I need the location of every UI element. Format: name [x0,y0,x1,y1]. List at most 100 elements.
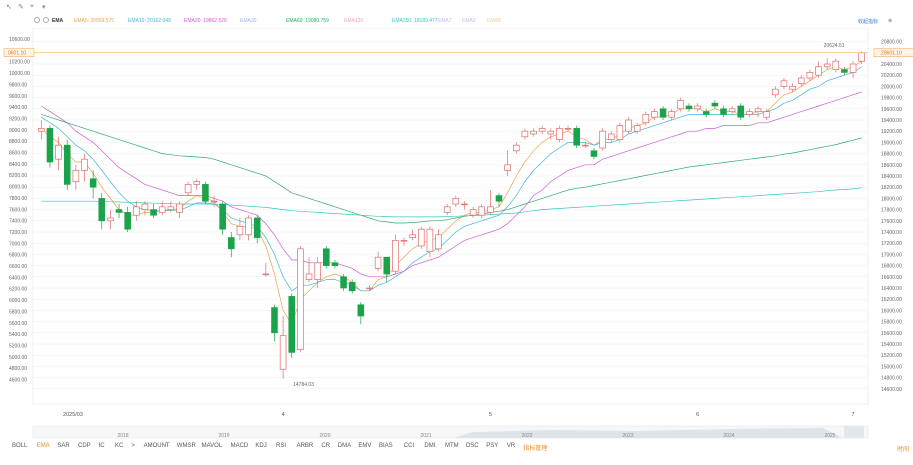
ema-legend-item[interactable]: EMA60: 19080.759 [286,18,329,24]
chevron-down-icon[interactable]: ▾ [42,4,46,11]
candle-body[interactable] [849,63,857,73]
candle-body[interactable] [599,130,606,149]
indicator-tab[interactable]: MAVOL [201,443,223,449]
indicator-tab[interactable]: KDJ [255,443,267,449]
candle-body[interactable] [737,105,745,118]
candle-body[interactable] [228,237,235,250]
candle-body[interactable] [668,111,675,118]
candle-body[interactable] [443,206,451,213]
candle-body[interactable] [461,203,468,206]
candle-body[interactable] [547,130,555,135]
ema-legend-item[interactable]: EMA120 [344,18,364,24]
candle-body[interactable] [400,240,408,242]
candle-body[interactable] [193,181,201,185]
candle-body[interactable] [288,296,296,353]
candle-body[interactable] [685,105,693,110]
candle-body[interactable] [530,130,537,135]
ema-legend-item[interactable]: EMA10: 20162.049 [128,18,171,24]
time-label[interactable]: 时间 [896,447,909,453]
candle-body[interactable] [374,256,382,269]
candle-body[interactable] [150,209,157,216]
candle-body[interactable] [81,158,88,171]
indicator-tab[interactable]: PSY [486,443,499,449]
cursor-tool-icon[interactable]: ↖ [6,4,12,11]
candle-body[interactable] [720,108,727,115]
candle-body[interactable] [711,102,719,107]
indicator-tab[interactable]: DMA [337,443,352,449]
measure-tool-icon[interactable]: ⌖ [30,3,34,10]
candle-body[interactable] [158,206,166,213]
candle-body[interactable] [469,209,477,216]
candle-body[interactable] [746,111,753,115]
candle-body[interactable] [98,198,106,222]
candle-body[interactable] [754,108,762,112]
settings-icon[interactable] [34,17,40,23]
candle-body[interactable] [340,276,347,289]
indicator-tab[interactable]: CCI [403,443,415,449]
indicator-tab[interactable]: AMOUNT [143,443,170,449]
candle-body[interactable] [262,273,270,276]
candle-body[interactable] [115,209,123,213]
candle-body[interactable] [832,60,840,70]
candle-body[interactable] [219,203,226,230]
candle-body[interactable] [426,228,434,252]
candle-body[interactable] [625,119,632,132]
ema-legend-item[interactable]: EMA5: 20559.575 [74,18,115,24]
candle-body[interactable] [521,130,529,138]
candle-body[interactable] [797,77,805,84]
ema-legend-item[interactable]: EMA250: 18189.477 [392,18,438,24]
candle-body[interactable] [702,111,710,115]
candle-body[interactable] [210,200,218,203]
candle-body[interactable] [271,307,278,334]
candle-body[interactable] [417,228,425,247]
candle-body[interactable] [841,69,848,73]
collapse-indicator-button[interactable]: 收起指标 [858,19,879,25]
indicator-tab[interactable]: MTM [445,443,459,449]
candle-body[interactable] [409,234,416,238]
candle-body[interactable] [789,86,796,90]
candle-body[interactable] [279,335,287,370]
candle-body[interactable] [659,108,667,118]
candle-body[interactable] [236,226,244,236]
candle-body[interactable] [124,212,131,230]
candlestick-chart[interactable]: 14600.00 14800.00 15000.00 15200.00 15400.00… [0,28,913,440]
navigator-window[interactable] [844,426,864,438]
indicator-tab[interactable]: > [131,443,135,449]
candle-body[interactable] [46,128,54,163]
candle-body[interactable] [435,234,442,250]
candle-body[interactable] [348,282,356,292]
indicator-tab[interactable]: OSC [465,443,479,449]
candle-body[interactable] [314,262,321,280]
indicator-tab[interactable]: BIAS [379,443,393,449]
candle-body[interactable] [815,66,822,76]
indicator-tab[interactable]: MACD [230,443,249,449]
indicator-tab[interactable]: VR [506,443,516,449]
candle-body[interactable] [133,206,140,216]
candle-body[interactable] [772,88,779,96]
candle-body[interactable] [55,144,62,160]
ema-legend-item[interactable]: EMA7 [438,18,452,24]
indicator-tab[interactable]: WMSR [176,443,196,449]
indicator-tab[interactable]: SAR [57,443,70,449]
indicator-tab[interactable]: IC [98,443,105,449]
indicator-tab[interactable]: 指标管理 [523,446,548,452]
candle-body[interactable] [253,217,261,238]
candle-body[interactable] [331,262,339,266]
candle-body[interactable] [141,203,149,210]
candle-body[interactable] [38,128,45,132]
indicator-tab[interactable]: CDP [78,443,91,449]
candle-body[interactable] [512,144,520,152]
indicator-tab[interactable]: EMA [36,443,50,449]
candle-body[interactable] [616,125,624,140]
candle-body[interactable] [504,164,511,171]
candle-body[interactable] [728,108,736,112]
candle-body[interactable] [677,100,684,110]
candle-body[interactable] [167,206,175,210]
candle-body[interactable] [89,178,97,188]
candle-body[interactable] [651,111,658,118]
candle-body[interactable] [63,144,71,185]
ema-legend-item[interactable]: EMA9 [462,18,476,24]
candle-body[interactable] [495,195,503,202]
candle-body[interactable] [245,217,252,236]
candle-body[interactable] [357,304,365,317]
